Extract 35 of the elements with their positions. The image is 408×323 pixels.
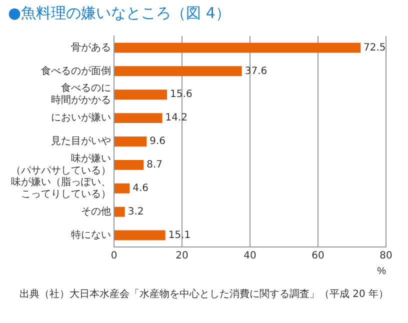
bar bbox=[114, 113, 162, 124]
x-tick-label: 80 bbox=[380, 250, 392, 262]
data-label: 4.6 bbox=[132, 182, 149, 194]
data-label: 72.5 bbox=[364, 42, 386, 54]
x-tick-label: 20 bbox=[176, 250, 188, 262]
data-label: 15.1 bbox=[168, 230, 191, 241]
bar bbox=[114, 42, 360, 53]
y-tick-label: 食べるのが面倒 bbox=[41, 64, 111, 77]
bar bbox=[114, 90, 168, 100]
data-label: 14.2 bbox=[165, 112, 188, 124]
source-note: 出典（社）大日本水産会「水産物を中心とした消費に関する調査」（平成 20 年） bbox=[18, 288, 390, 301]
x-tick-label: 0 bbox=[110, 250, 118, 262]
x-axis-title: % bbox=[377, 266, 386, 277]
y-tick-label: 特にない bbox=[71, 228, 111, 241]
data-label: 8.7 bbox=[146, 160, 162, 171]
y-tick-label: 味が嫌い（脂っぽい、こってりしている） bbox=[11, 176, 111, 200]
data-label: 3.2 bbox=[128, 206, 144, 218]
bar bbox=[114, 136, 147, 146]
y-tick-label: 見た目がいや bbox=[51, 136, 111, 148]
bar bbox=[114, 160, 144, 170]
bar bbox=[114, 230, 166, 240]
bar bbox=[114, 183, 130, 194]
x-tick-label: 60 bbox=[312, 250, 324, 262]
data-label: 37.6 bbox=[244, 66, 268, 77]
data-label: 15.6 bbox=[170, 89, 192, 100]
y-tick-label: 骨がある bbox=[71, 42, 111, 54]
bar bbox=[114, 206, 125, 217]
y-tick-label: その他 bbox=[81, 205, 111, 218]
bar bbox=[114, 66, 242, 76]
data-label: 9.6 bbox=[150, 136, 166, 148]
chart-title: ●魚料理の嫌いなところ（図 4） bbox=[8, 4, 232, 23]
y-tick-label: においが嫌い bbox=[51, 112, 111, 124]
y-tick-label: 食べるのに時間がかかる bbox=[51, 82, 111, 106]
y-tick-label: 味が嫌い（パサパサしている） bbox=[11, 152, 111, 177]
x-tick-label: 40 bbox=[244, 250, 256, 262]
